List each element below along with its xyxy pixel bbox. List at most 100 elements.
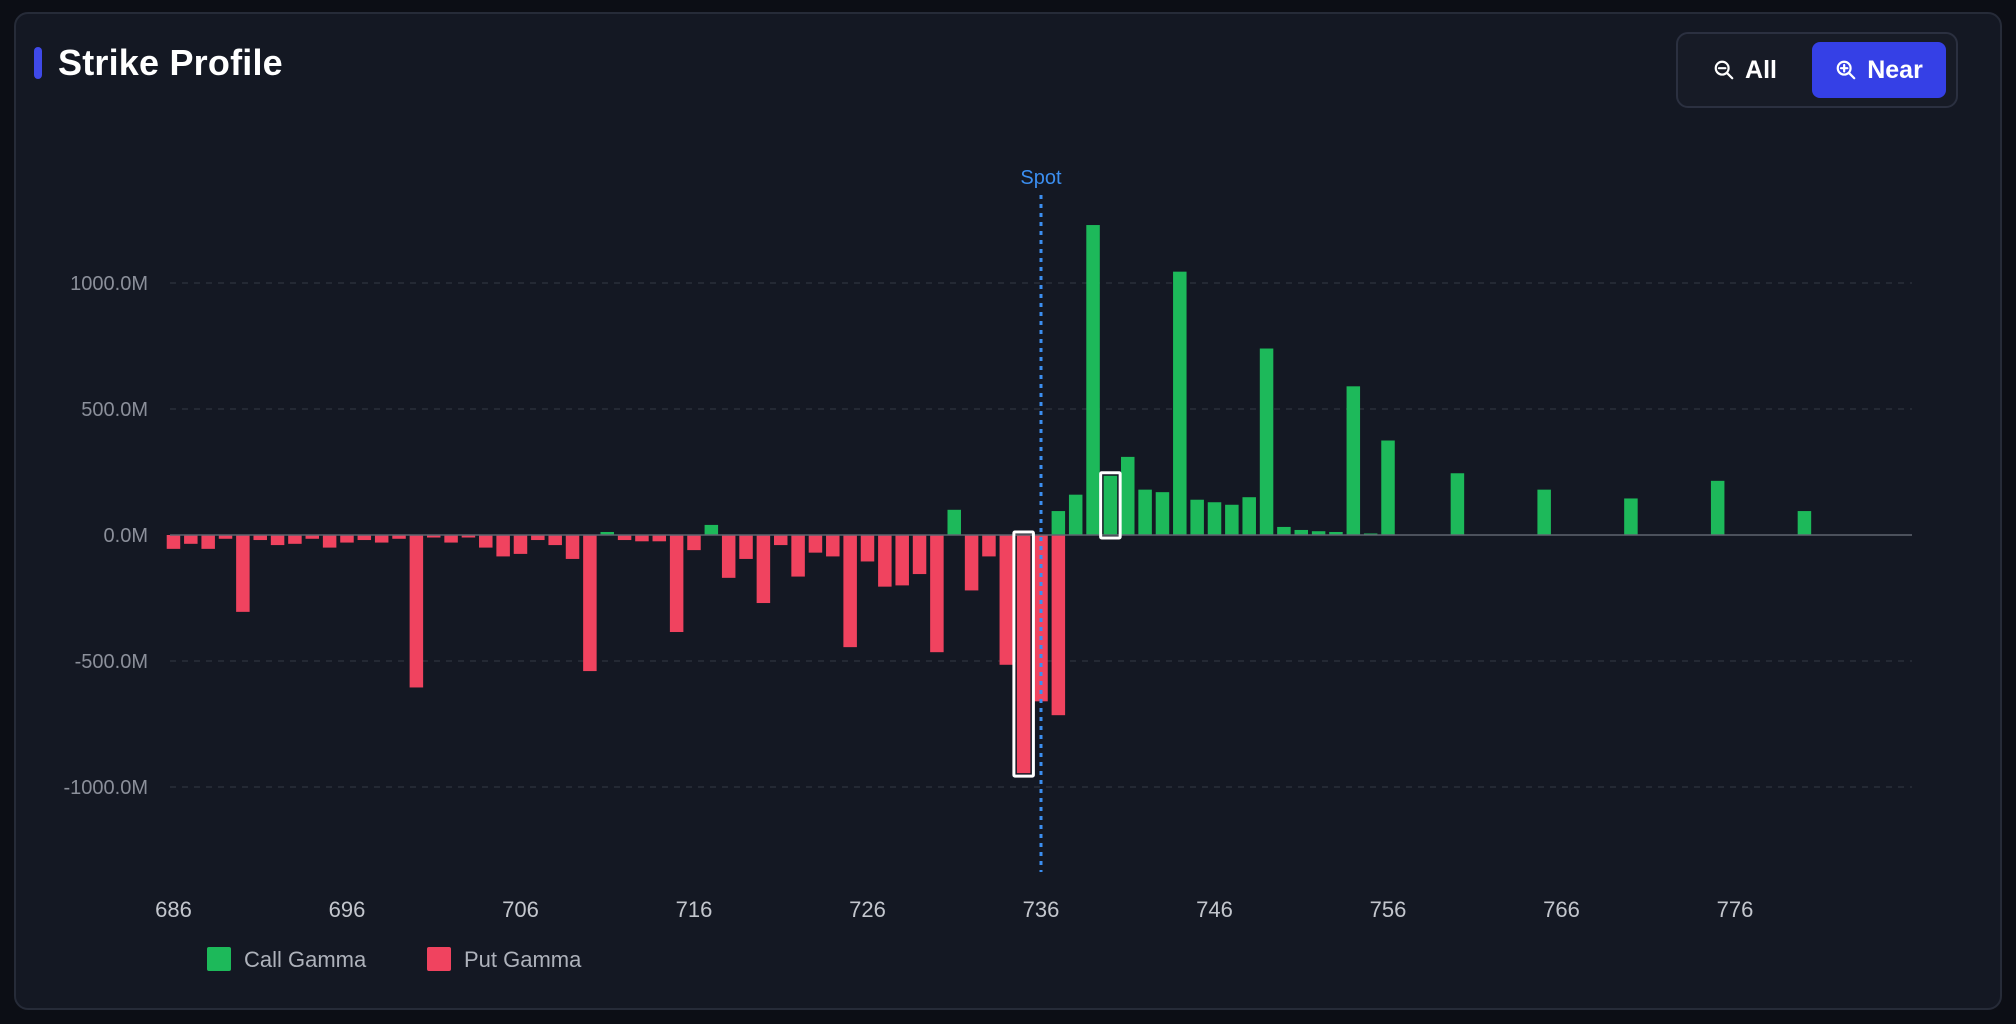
zoom-out-icon — [1714, 60, 1734, 80]
put-gamma-bar — [374, 535, 389, 543]
call-gamma-bar — [1207, 502, 1222, 535]
call-gamma-bar — [1363, 533, 1378, 535]
x-tick-label: 766 — [1543, 897, 1580, 922]
put-gamma-bar — [166, 535, 181, 549]
x-tick-label: 686 — [155, 897, 192, 922]
put-gamma-bar — [288, 535, 302, 544]
put-gamma-bar — [392, 535, 406, 539]
put-gamma-bar — [964, 535, 979, 591]
title-accent-bar — [34, 47, 42, 79]
call-gamma-bar — [1225, 504, 1239, 535]
near-button-label: Near — [1867, 55, 1923, 84]
call-gamma-bar — [1624, 498, 1638, 535]
x-tick-label: 716 — [676, 897, 713, 922]
strike-profile-panel — [14, 12, 2002, 1010]
call-gamma-bar — [1173, 271, 1187, 535]
put-gamma-bar — [843, 535, 857, 648]
call-gamma-bar — [1537, 489, 1551, 535]
put-gamma-bar — [218, 535, 233, 539]
put-gamma-bar — [756, 535, 771, 604]
put-gamma-bar — [860, 535, 875, 562]
put-gamma-bar — [878, 535, 892, 587]
call-gamma-bar — [1346, 386, 1361, 535]
x-tick-label: 746 — [1196, 897, 1233, 922]
put-gamma-bar — [305, 535, 320, 539]
x-tick-label: 736 — [1023, 897, 1060, 922]
highlighted-bar-outline — [1099, 471, 1122, 540]
call-gamma-bar — [1138, 489, 1152, 535]
zoom-toggle: All Near — [1676, 32, 1958, 108]
put-gamma-bar — [426, 535, 441, 538]
put-gamma-bar — [721, 535, 736, 578]
put-gamma-bar — [513, 535, 528, 554]
y-tick-label: -500.0M — [75, 651, 148, 673]
highlighted-bar-outline — [1012, 530, 1035, 778]
put-gamma-bar — [201, 535, 215, 549]
put-gamma-bar — [617, 535, 632, 541]
put-gamma-bar — [826, 535, 840, 557]
x-tick-label: 776 — [1717, 897, 1754, 922]
put-gamma-bar — [635, 535, 649, 542]
put-gamma-bar — [322, 535, 337, 548]
legend-label-call: Call Gamma — [244, 947, 367, 972]
put-gamma-bar — [930, 535, 944, 653]
put-gamma-bar — [357, 535, 372, 541]
call-gamma-bar — [1294, 529, 1309, 535]
y-tick-label: 1000.0M — [70, 273, 148, 295]
legend-label-put: Put Gamma — [464, 947, 582, 972]
put-gamma-bar — [808, 535, 823, 553]
put-gamma-bar — [565, 535, 580, 559]
zoom-in-icon — [1836, 60, 1856, 80]
put-gamma-bar — [236, 535, 250, 612]
call-gamma-bar — [600, 531, 614, 535]
put-gamma-bar — [531, 535, 545, 541]
put-gamma-bar — [1051, 535, 1066, 716]
put-gamma-bar — [895, 535, 909, 586]
panel-header: Strike Profile — [34, 42, 283, 84]
put-gamma-bar — [687, 535, 701, 551]
put-gamma-bar — [999, 535, 1014, 665]
call-gamma-bar — [1329, 531, 1343, 535]
call-gamma-bar — [1068, 494, 1083, 535]
put-gamma-bar — [773, 535, 788, 546]
put-gamma-bar — [444, 535, 458, 543]
put-gamma-bar — [184, 535, 198, 544]
call-gamma-bar — [1710, 480, 1725, 535]
call-gamma-bar — [1121, 456, 1135, 535]
call-gamma-bar — [1086, 225, 1100, 536]
put-gamma-bar — [496, 535, 510, 557]
y-tick-label: -1000.0M — [64, 777, 149, 799]
put-gamma-bar — [912, 535, 927, 575]
put-gamma-bar — [791, 535, 805, 577]
call-gamma-bar — [1259, 348, 1274, 535]
put-gamma-bar — [669, 535, 684, 633]
x-tick-label: 696 — [329, 897, 366, 922]
put-gamma-bar — [652, 535, 667, 542]
put-gamma-bar — [583, 535, 597, 672]
put-gamma-bar — [1016, 535, 1031, 774]
call-gamma-bar — [1450, 473, 1465, 535]
call-gamma-bar — [1155, 492, 1170, 535]
put-gamma-bar — [409, 535, 424, 688]
near-button[interactable]: Near — [1812, 42, 1946, 98]
legend-swatch-call — [207, 947, 231, 971]
put-gamma-bar — [479, 535, 493, 548]
all-button-label: All — [1745, 55, 1777, 84]
call-gamma-bar — [1797, 511, 1812, 535]
call-gamma-bar — [1103, 475, 1118, 535]
call-gamma-bar — [1277, 526, 1291, 535]
legend-swatch-put — [427, 947, 451, 971]
call-gamma-bar — [1242, 497, 1256, 535]
call-gamma-bar — [704, 524, 719, 535]
put-gamma-bar — [340, 535, 354, 543]
spot-label: Spot — [1020, 167, 1062, 189]
put-gamma-bar — [548, 535, 562, 546]
y-tick-label: 0.0M — [104, 525, 148, 547]
x-tick-label: 756 — [1370, 897, 1407, 922]
put-gamma-bar — [739, 535, 753, 559]
all-button[interactable]: All — [1692, 42, 1798, 98]
call-gamma-bar — [1311, 531, 1326, 535]
call-gamma-bar — [1051, 511, 1066, 535]
x-tick-label: 706 — [502, 897, 539, 922]
